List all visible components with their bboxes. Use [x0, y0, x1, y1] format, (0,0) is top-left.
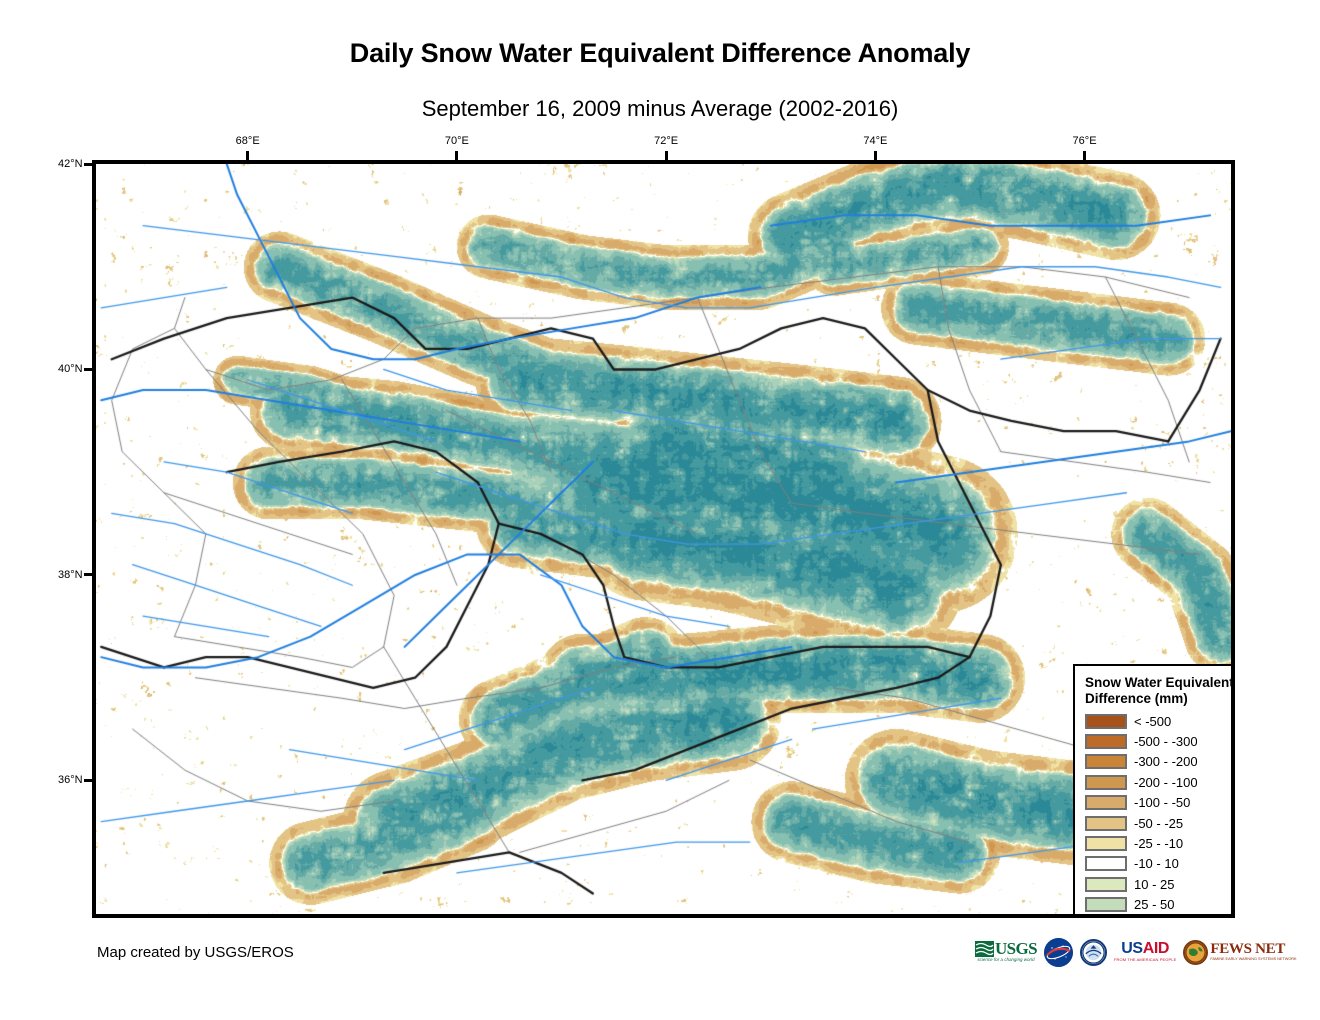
map-credit: Map created by USGS/EROS [97, 944, 294, 961]
legend-entry: -10 - 10 [1085, 854, 1231, 874]
legend-panel: Snow Water Equivalent Difference (mm) < … [1073, 664, 1235, 918]
lat-tick [84, 367, 93, 371]
nasa-logo [1044, 937, 1074, 967]
legend-swatch [1085, 713, 1127, 729]
fews-tagline: FAMINE EARLY WARNING SYSTEMS NETWORK [1210, 957, 1297, 961]
lon-tick-label: 68°E [235, 135, 260, 147]
lon-tick-label: 74°E [863, 135, 888, 147]
legend-swatch [1085, 856, 1127, 872]
lat-tick [84, 778, 93, 782]
legend-label: -200 - -100 [1134, 774, 1198, 790]
legend-label: 25 - 50 [1134, 897, 1175, 913]
legend-swatch [1085, 774, 1127, 790]
usaid-logo: USAID FROM THE AMERICAN PEOPLE [1114, 937, 1176, 967]
legend-entry: -100 - -50 [1085, 793, 1231, 813]
lat-tick-label: 38°N [58, 568, 83, 581]
lat-tick-label: 36°N [58, 774, 83, 787]
nasa-meatball-icon [1044, 937, 1074, 967]
legend-entry: < -500 [1085, 711, 1231, 731]
lon-tick [246, 151, 250, 160]
lon-tick [873, 151, 877, 160]
legend-swatch [1085, 754, 1127, 770]
legend-entry-list: < -500 -500 - -300 -300 - -200 -200 - -100 -… [1085, 711, 1235, 918]
legend-label: -500 - -300 [1134, 734, 1198, 750]
legend-label: < -500 [1134, 713, 1172, 729]
page-title: Daily Snow Water Equivalent Difference A… [349, 38, 971, 68]
noaa-seal-icon [1082, 940, 1105, 964]
lon-tick-label: 70°E [444, 135, 469, 147]
page-subtitle: September 16, 2009 minus Average (2002-2… [421, 96, 899, 121]
legend-entry: -25 - -10 [1085, 833, 1231, 853]
legend-entry: -500 - -300 [1085, 731, 1231, 751]
fewsnet-logo: FEWS NET FAMINE EARLY WARNING SYSTEMS NE… [1183, 937, 1297, 967]
legend-entry: 10 - 25 [1085, 874, 1231, 894]
legend-label: -25 - -10 [1134, 836, 1184, 852]
legend-swatch [1085, 734, 1127, 750]
usaid-tagline: FROM THE AMERICAN PEOPLE [1114, 957, 1177, 962]
lat-tick [84, 162, 93, 166]
legend-entry: 25 - 50 [1085, 895, 1231, 914]
usgs-wave-icon [975, 941, 994, 957]
usgs-tagline: science for a changing world [977, 957, 1035, 962]
usgs-logo: USGS science for a changing world [975, 937, 1038, 967]
legend-label: -300 - -200 [1134, 754, 1198, 770]
lon-tick [664, 151, 668, 160]
legend-label: -50 - -25 [1134, 815, 1184, 831]
fews-globe-icon [1185, 941, 1207, 963]
legend-entry: 50 - 100 [1085, 915, 1235, 918]
fews-wordmark: FEWS NET [1210, 941, 1286, 957]
lon-tick-label: 76°E [1072, 135, 1097, 147]
map-frame[interactable]: Snow Water Equivalent Difference (mm) < … [92, 160, 1235, 918]
usaid-wordmark-aid: AID [1142, 940, 1170, 957]
legend-swatch [1085, 815, 1127, 831]
legend-label: 10 - 25 [1134, 876, 1175, 892]
lat-tick-label: 40°N [58, 363, 83, 376]
lon-tick [1083, 151, 1087, 160]
swe-anomaly-raster[interactable] [96, 164, 1231, 914]
legend-swatch [1085, 897, 1127, 913]
legend-swatch [1085, 876, 1127, 892]
noaa-logo [1080, 937, 1108, 967]
lon-tick [455, 151, 459, 160]
agency-logo-row: USGS science for a changing world [975, 936, 1297, 968]
lon-tick-label: 72°E [654, 135, 679, 147]
usaid-wordmark-us: US [1121, 940, 1143, 957]
legend-label: -100 - -50 [1134, 795, 1191, 811]
legend-title: Snow Water Equivalent Difference (mm) [1085, 675, 1234, 706]
legend-swatch [1085, 795, 1127, 811]
lat-tick-label: 42°N [58, 158, 83, 170]
legend-entry: -300 - -200 [1085, 752, 1231, 772]
legend-label: -10 - 10 [1134, 856, 1179, 872]
legend-swatch [1085, 836, 1127, 852]
legend-entry: -200 - -100 [1085, 772, 1231, 792]
lat-tick [84, 573, 93, 577]
usgs-wordmark: USGS [995, 939, 1038, 958]
legend-entry: -50 - -25 [1085, 813, 1231, 833]
